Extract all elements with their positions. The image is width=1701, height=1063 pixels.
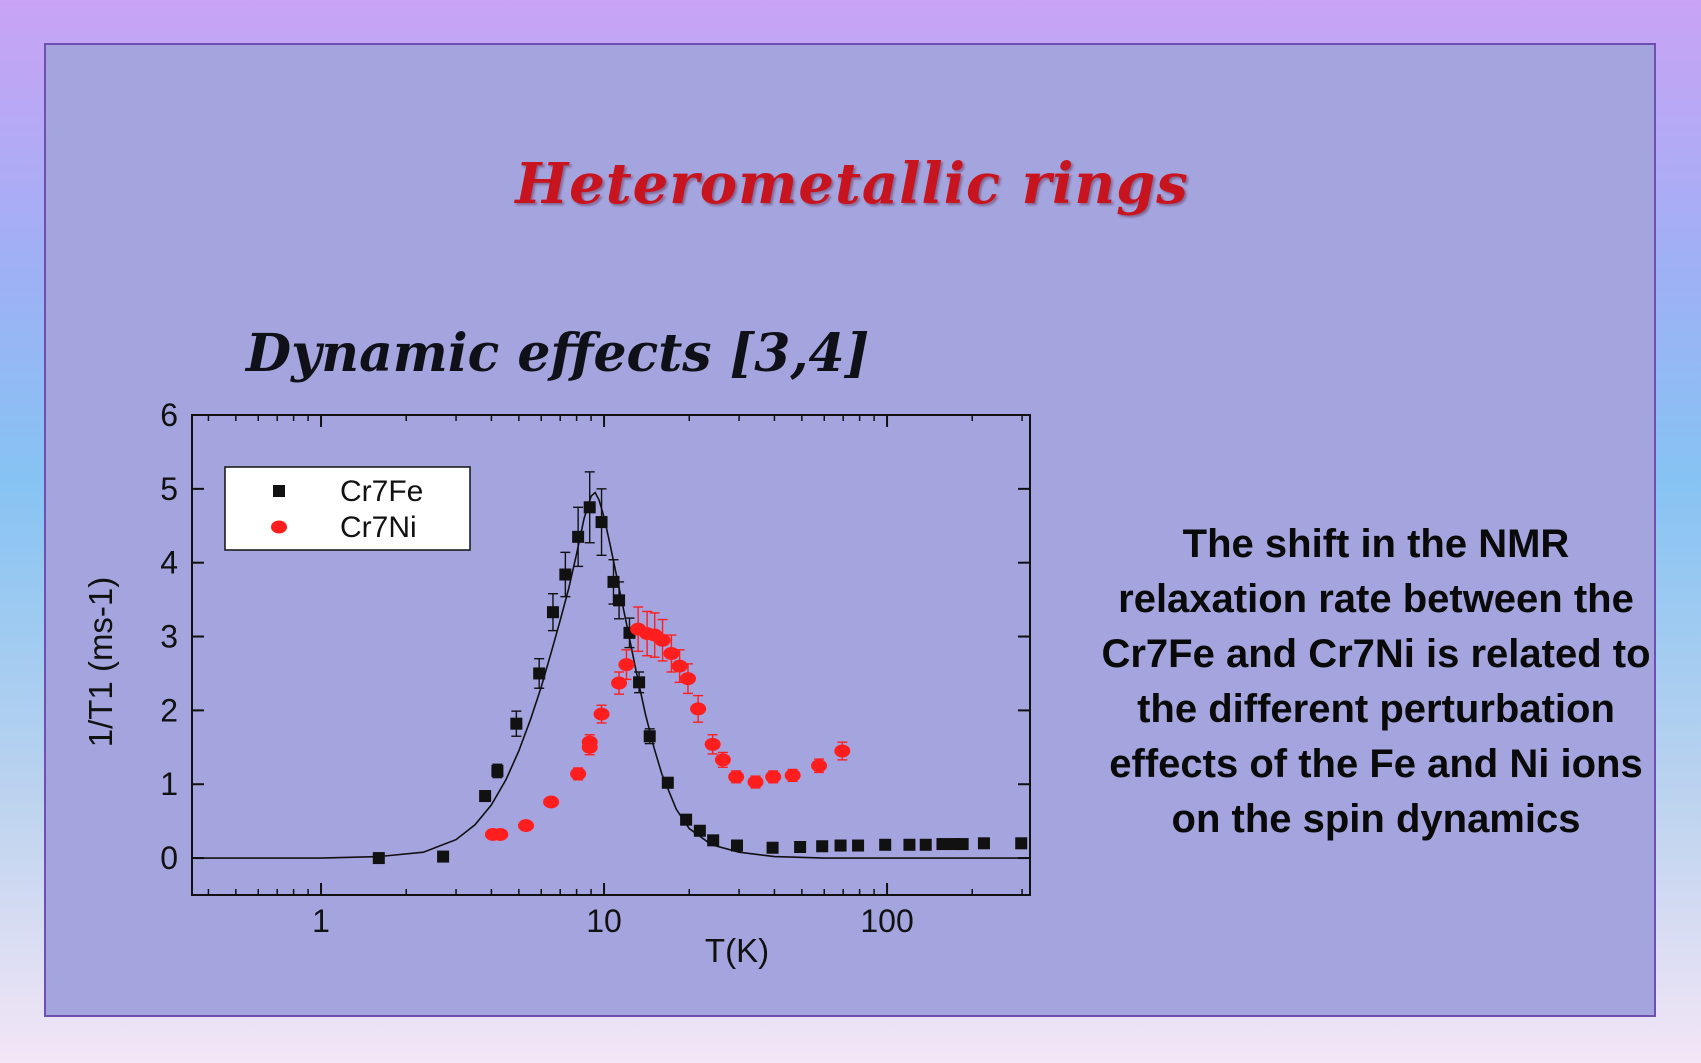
data-point-cr7ni (671, 659, 688, 673)
y-tick-label: 3 (160, 619, 178, 655)
data-point-cr7ni (663, 647, 680, 661)
data-point-cr7ni (784, 768, 801, 782)
data-point-cr7ni (765, 770, 782, 784)
x-tick-label: 10 (586, 903, 622, 939)
data-point-cr7fe (595, 516, 608, 529)
data-point-cr7fe (919, 838, 932, 851)
data-point-cr7ni (543, 795, 560, 809)
y-axis-label: 1/T1 (ms-1) (82, 577, 119, 748)
data-point-cr7fe (977, 837, 990, 850)
data-point-cr7fe (437, 850, 450, 863)
data-point-cr7ni (581, 735, 598, 749)
y-tick-label: 2 (160, 692, 178, 728)
data-point-cr7ni (834, 744, 851, 758)
data-point-cr7ni (811, 759, 828, 773)
data-point-cr7ni (728, 770, 745, 784)
y-tick-label: 4 (160, 545, 178, 581)
legend-marker-cr7ni (271, 520, 287, 534)
series-cr7fe (372, 471, 1028, 865)
data-point-cr7fe (510, 717, 523, 730)
data-point-cr7fe (633, 676, 646, 689)
data-point-cr7ni (747, 775, 764, 789)
data-point-cr7ni (618, 658, 635, 672)
y-tick-label: 1 (160, 766, 178, 802)
tick-labels: 0 1 2 3 4 5 6 1 10 100 (160, 397, 914, 939)
series-cr7ni (484, 606, 851, 841)
plot-frame (191, 414, 1031, 896)
y-tick-label: 5 (160, 471, 178, 507)
slide-title: Heterometallic rings (515, 151, 1189, 217)
data-point-cr7fe (834, 839, 847, 852)
data-series-layer (372, 471, 1028, 865)
data-point-cr7fe (559, 568, 572, 581)
data-point-cr7fe (643, 730, 656, 743)
data-point-cr7ni (611, 676, 628, 690)
x-axis-label: T(K) (705, 932, 769, 969)
data-point-cr7fe (794, 841, 807, 853)
data-point-cr7ni (593, 707, 610, 721)
data-point-cr7fe (372, 852, 385, 865)
data-point-cr7fe (680, 813, 693, 826)
y-tick-label: 0 (160, 840, 178, 876)
slide-subtitle: Dynamic effects [3,4] (246, 323, 870, 384)
data-point-cr7ni (492, 827, 509, 841)
data-point-cr7fe (607, 575, 620, 588)
data-point-cr7ni (518, 819, 535, 833)
legend-box (224, 466, 471, 551)
data-point-cr7fe (613, 594, 626, 607)
data-point-cr7fe (546, 606, 559, 619)
data-point-cr7fe (956, 838, 969, 851)
data-point-cr7fe (903, 838, 916, 851)
data-point-cr7fe (693, 824, 706, 837)
data-point-cr7fe (766, 841, 779, 854)
data-point-cr7fe (730, 839, 743, 852)
legend-label-cr7ni: Cr7Ni (340, 511, 417, 544)
data-point-cr7fe (879, 838, 892, 851)
data-point-cr7fe (816, 840, 829, 853)
x-tick-label: 1 (312, 903, 330, 939)
data-point-cr7fe (852, 839, 865, 852)
description-text: The shift in the NMR relaxation rate bet… (1101, 522, 1651, 841)
data-point-cr7fe (533, 667, 546, 680)
data-point-cr7fe (936, 838, 949, 851)
data-point-cr7ni (570, 767, 587, 781)
y-tick-label: 6 (160, 397, 178, 433)
legend-marker-cr7fe (273, 485, 285, 497)
data-point-cr7ni (679, 672, 696, 686)
data-point-cr7fe (491, 764, 504, 777)
data-point-cr7fe (583, 501, 596, 514)
data-point-cr7fe (479, 790, 492, 803)
data-point-cr7fe (707, 834, 720, 847)
legend-label-cr7fe: Cr7Fe (340, 475, 423, 508)
data-point-cr7fe (572, 530, 585, 543)
data-point-cr7ni (714, 753, 731, 767)
relaxation-rate-chart: 0 1 2 3 4 5 6 1 10 100 T(K) 1/T1 (ms-1) Cr7FeCr7N… (82, 397, 1031, 969)
data-point-cr7ni (704, 737, 721, 751)
data-point-cr7fe (661, 776, 674, 789)
x-tick-label: 100 (860, 903, 913, 939)
plot-area (191, 414, 1031, 896)
data-point-cr7ni (690, 702, 707, 716)
y-axis-label-text: 1/T1 (ms-1) (82, 577, 119, 748)
data-point-cr7fe (1015, 837, 1028, 850)
data-point-cr7ni (654, 633, 671, 647)
